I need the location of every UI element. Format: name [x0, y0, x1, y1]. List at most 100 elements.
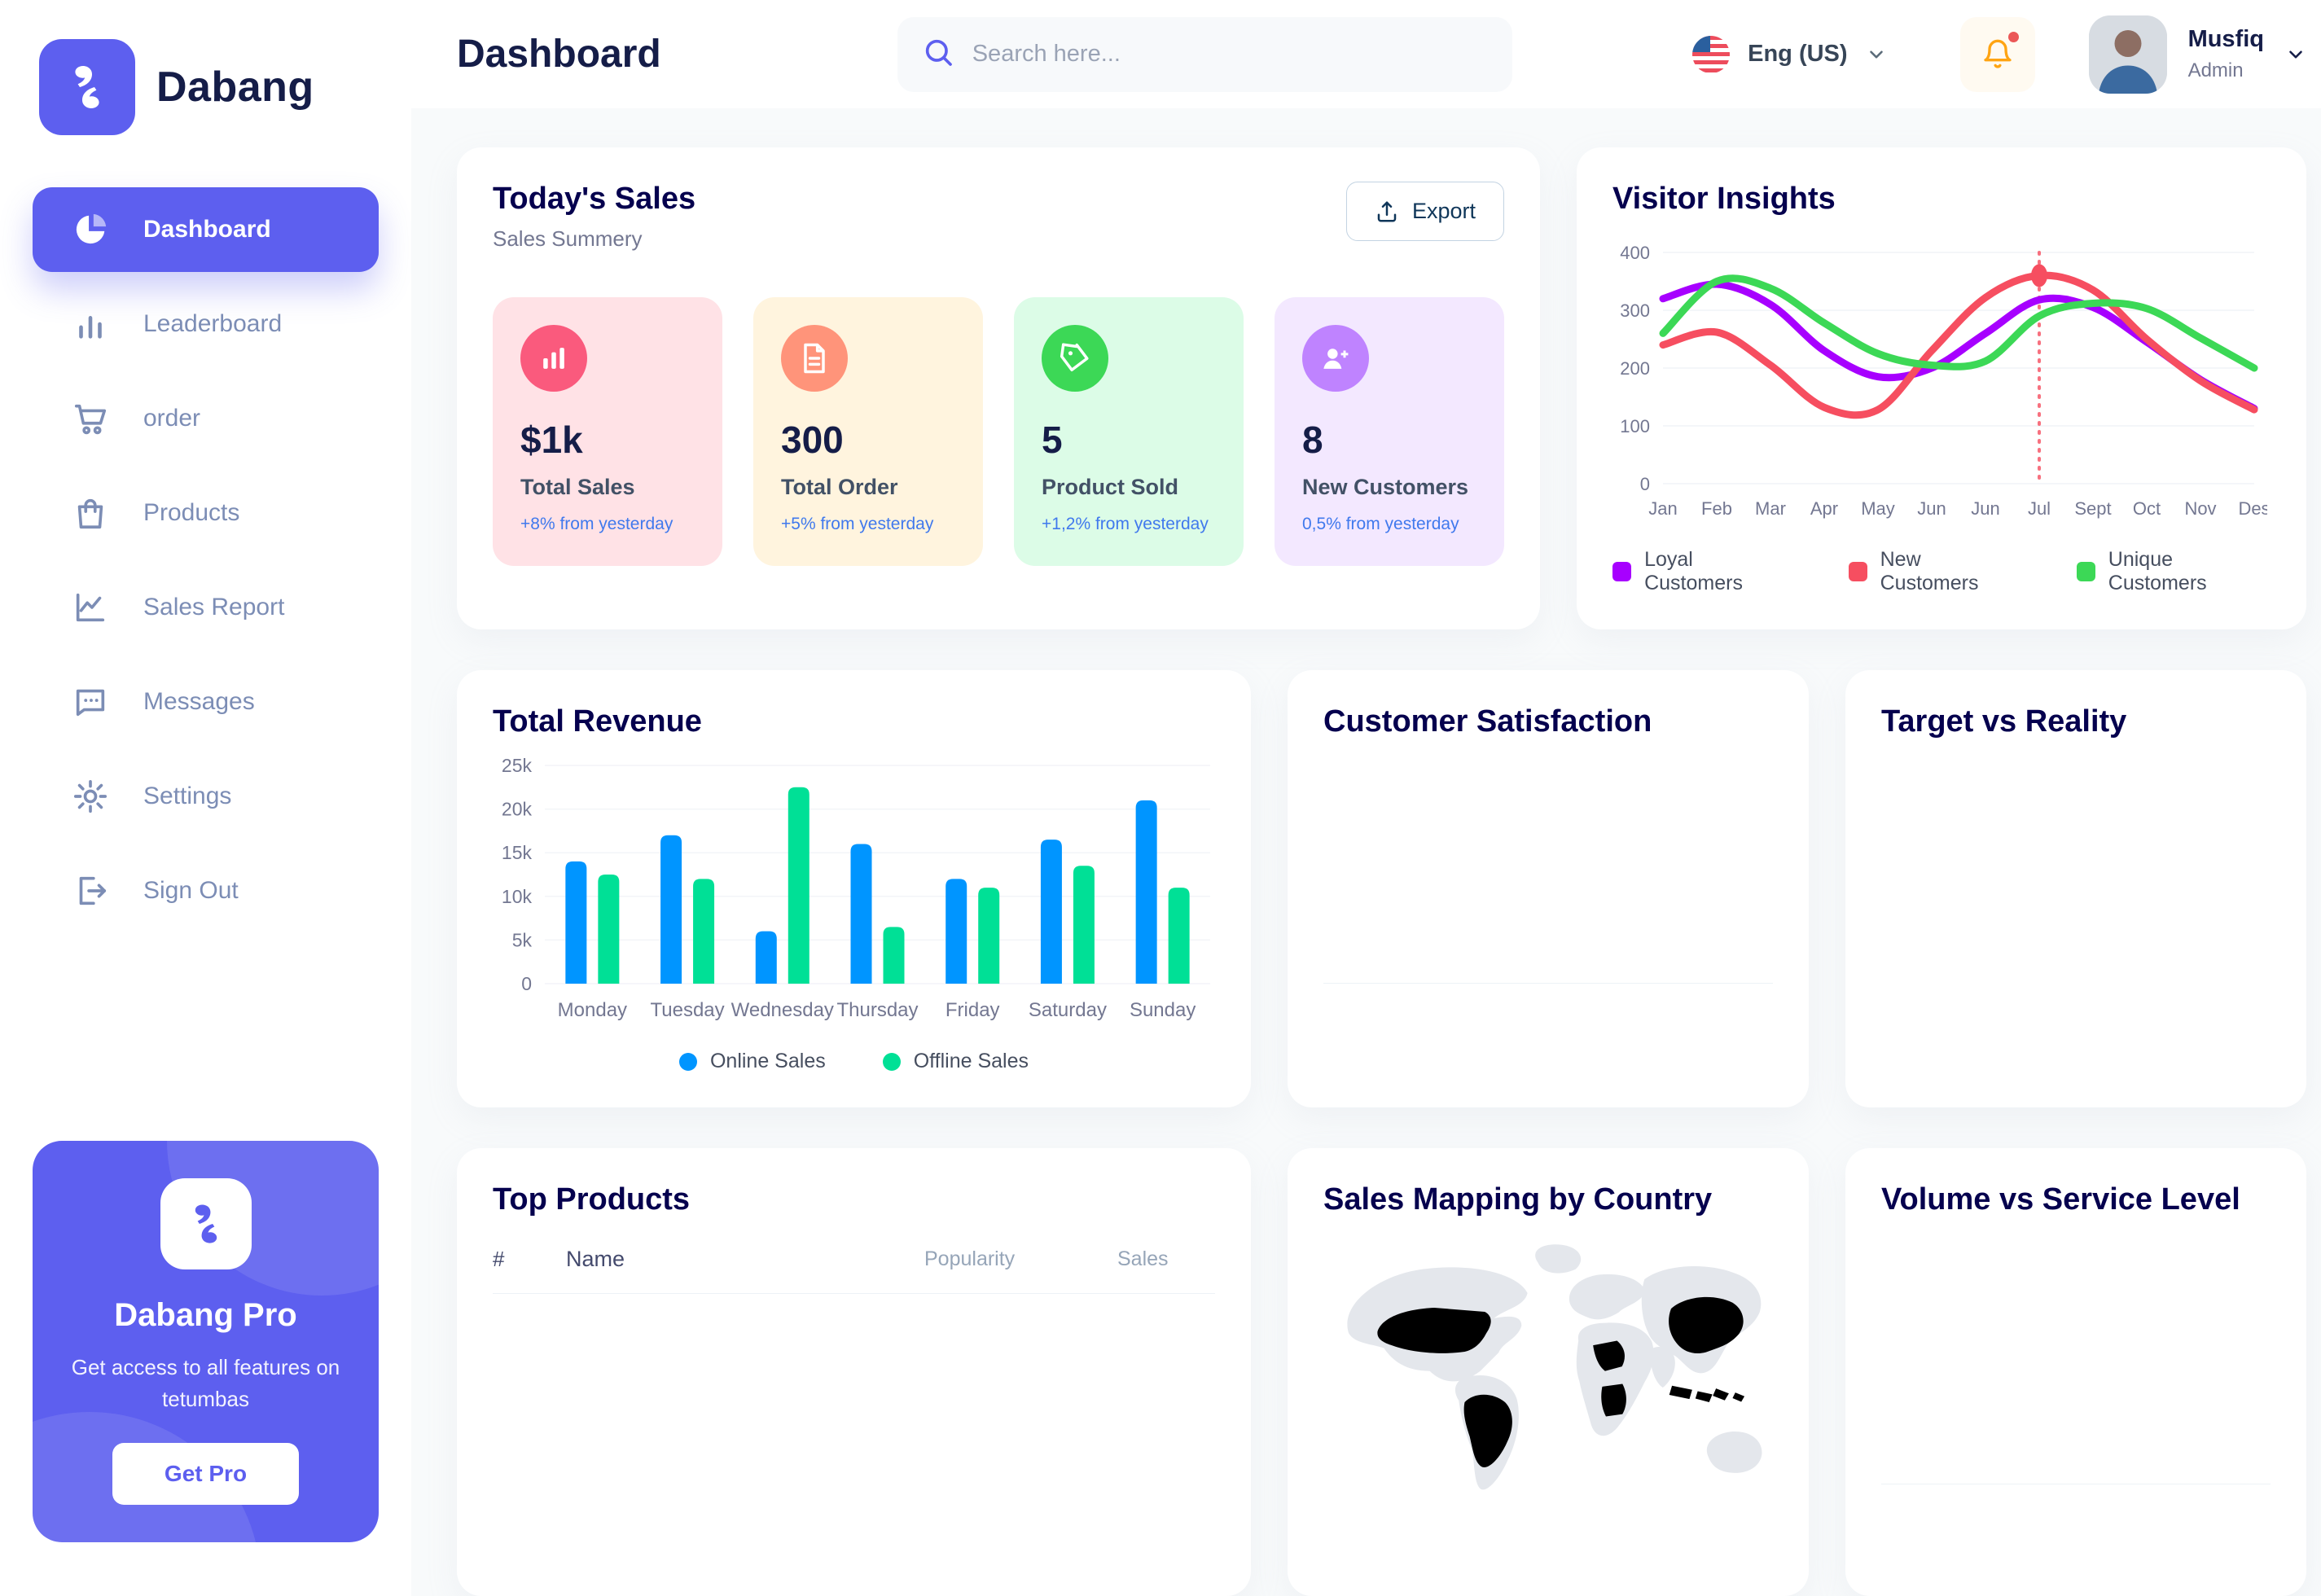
search-input[interactable] — [972, 41, 1488, 68]
notification-dot — [2007, 31, 2019, 42]
country-indonesia — [1695, 1391, 1713, 1403]
pro-logo-icon — [160, 1178, 252, 1269]
us-flag-icon — [1692, 35, 1731, 73]
todays-sales-subtitle: Sales Summery — [493, 226, 643, 251]
svg-text:0: 0 — [1640, 474, 1650, 494]
legend-new-customers: New Customers — [1848, 548, 2020, 595]
svg-text:Jul: Jul — [2028, 498, 2051, 519]
user-role: Admin — [2187, 59, 2244, 81]
sidebar-item-settings[interactable]: Settings — [33, 754, 379, 839]
country-congo — [1601, 1383, 1626, 1417]
visitor-insights-legend: Loyal Customers New Customers Unique Custo… — [1612, 548, 2271, 595]
bell-icon — [1983, 39, 2012, 68]
sales-card-new-customers: 8 New Customers 0,5% from yesterday — [1275, 297, 1504, 566]
total-revenue-legend: Online Sales Offline Sales — [493, 1050, 1215, 1073]
bar-chart-icon — [79, 316, 102, 339]
svg-text:Sept: Sept — [2074, 498, 2111, 519]
continent-greenland — [1535, 1244, 1582, 1274]
svg-text:20k: 20k — [502, 799, 533, 820]
language-label: Eng (US) — [1748, 41, 1848, 67]
sales-card-label: Total Sales — [520, 475, 635, 499]
sales-card-delta: +8% from yesterday — [520, 515, 673, 533]
target-vs-reality-chart — [1881, 751, 2271, 979]
line-chart-icon — [76, 593, 105, 622]
country-saudi — [1593, 1340, 1625, 1371]
svg-text:300: 300 — [1620, 300, 1650, 321]
sales-summary-cards: $1k Total Sales +8% from yesterday 300 T… — [493, 297, 1504, 566]
top-products-card: Top Products # Name Popularity Sales — [457, 1148, 1251, 1596]
svg-text:Tuesday: Tuesday — [650, 999, 724, 1021]
sales-card-label: New Customers — [1302, 475, 1469, 499]
sales-card-delta: 0,5% from yesterday — [1302, 515, 1459, 533]
sign-out-icon — [79, 876, 107, 905]
country-brazil — [1463, 1394, 1512, 1467]
svg-text:Wednesday: Wednesday — [731, 999, 834, 1021]
export-button[interactable]: Export — [1345, 182, 1504, 241]
svg-text:15k: 15k — [502, 842, 533, 863]
sidebar-item-messages[interactable]: Messages — [33, 660, 379, 744]
tag-icon — [1060, 343, 1089, 372]
country-china — [1669, 1296, 1744, 1354]
country-indonesia — [1669, 1385, 1692, 1400]
volume-service-card: Volume vs Service Level — [1845, 1148, 2306, 1596]
get-pro-button[interactable]: Get Pro — [112, 1443, 300, 1505]
sidebar-item-label: Sign Out — [143, 877, 239, 904]
brand: Dabang — [33, 39, 379, 135]
svg-text:Mar: Mar — [1755, 498, 1786, 519]
profile-menu[interactable]: Musfiq Admin — [2088, 15, 2306, 94]
sidebar-item-dashboard[interactable]: Dashboard — [33, 187, 379, 272]
world-map — [1347, 1244, 1762, 1490]
language-selector[interactable]: Eng (US) — [1692, 35, 1886, 73]
svg-text:200: 200 — [1620, 358, 1650, 379]
customer-satisfaction-card: Customer Satisfaction — [1288, 670, 1809, 1107]
sidebar-item-order[interactable]: order — [33, 376, 379, 461]
svg-text:Des: Des — [2238, 498, 2267, 519]
search-bar — [897, 16, 1512, 92]
sidebar-item-label: Sales Report — [143, 594, 285, 620]
svg-text:25k: 25k — [502, 756, 533, 776]
gear-icon — [73, 779, 107, 813]
sidebar-item-products[interactable]: Products — [33, 471, 379, 555]
top-products-title: Top Products — [493, 1182, 691, 1217]
sales-card-value: 300 — [781, 419, 844, 461]
sales-card-total-sales: $1k Total Sales +8% from yesterday — [493, 297, 722, 566]
legend-online-sales: Online Sales — [678, 1050, 826, 1073]
continent-india — [1650, 1347, 1675, 1388]
user-name: Musfiq — [2187, 26, 2264, 52]
message-icon — [76, 689, 105, 717]
sidebar-item-sales-report[interactable]: Sales Report — [33, 565, 379, 650]
page-title: Dashboard — [457, 33, 661, 76]
sales-card-delta: +5% from yesterday — [781, 515, 934, 533]
legend-loyal-customers: Loyal Customers — [1612, 548, 1792, 595]
country-usa — [1377, 1307, 1491, 1353]
sidebar-item-leaderboard[interactable]: Leaderboard — [33, 282, 379, 366]
sidebar-item-label: Messages — [143, 688, 255, 715]
visitor-insights-title: Visitor Insights — [1612, 182, 1836, 216]
sidebar-item-sign-out[interactable]: Sign Out — [33, 848, 379, 933]
notifications-button[interactable] — [1959, 16, 2035, 92]
total-revenue-card: Total Revenue 0 5k 10k 15k 20k 25k Monday Tuesd… — [457, 670, 1251, 1107]
sales-mapping-title: Sales Mapping by Country — [1323, 1182, 1713, 1217]
svg-text:10k: 10k — [502, 886, 533, 907]
order-file-icon — [804, 343, 825, 374]
target-vs-reality-card: Target vs Reality — [1845, 670, 2306, 1107]
sidebar-item-label: Leaderboard — [143, 310, 283, 337]
top-products-header: # Name Popularity Sales — [493, 1247, 1215, 1294]
sidebar-menu: Dashboard Leaderboard order Products Sal… — [33, 187, 379, 933]
svg-text:Oct: Oct — [2133, 498, 2161, 519]
svg-text:Monday: Monday — [558, 999, 627, 1021]
svg-text:0: 0 — [521, 973, 532, 994]
legend-unique-customers: Unique Customers — [2076, 548, 2271, 595]
sales-card-value: 5 — [1042, 419, 1063, 461]
sales-chart-icon — [543, 348, 564, 369]
cart-icon — [74, 404, 107, 435]
sales-card-label: Product Sold — [1042, 475, 1178, 499]
svg-text:Apr: Apr — [1810, 498, 1838, 519]
pro-card: Dabang Pro Get access to all features on… — [33, 1141, 379, 1542]
total-revenue-title: Total Revenue — [493, 704, 702, 739]
dashboard-content: Today's Sales Sales Summery Export $1k T… — [411, 108, 2321, 1596]
brand-name: Dabang — [156, 64, 314, 111]
svg-text:May: May — [1861, 498, 1895, 519]
brand-logo-icon — [39, 39, 135, 135]
